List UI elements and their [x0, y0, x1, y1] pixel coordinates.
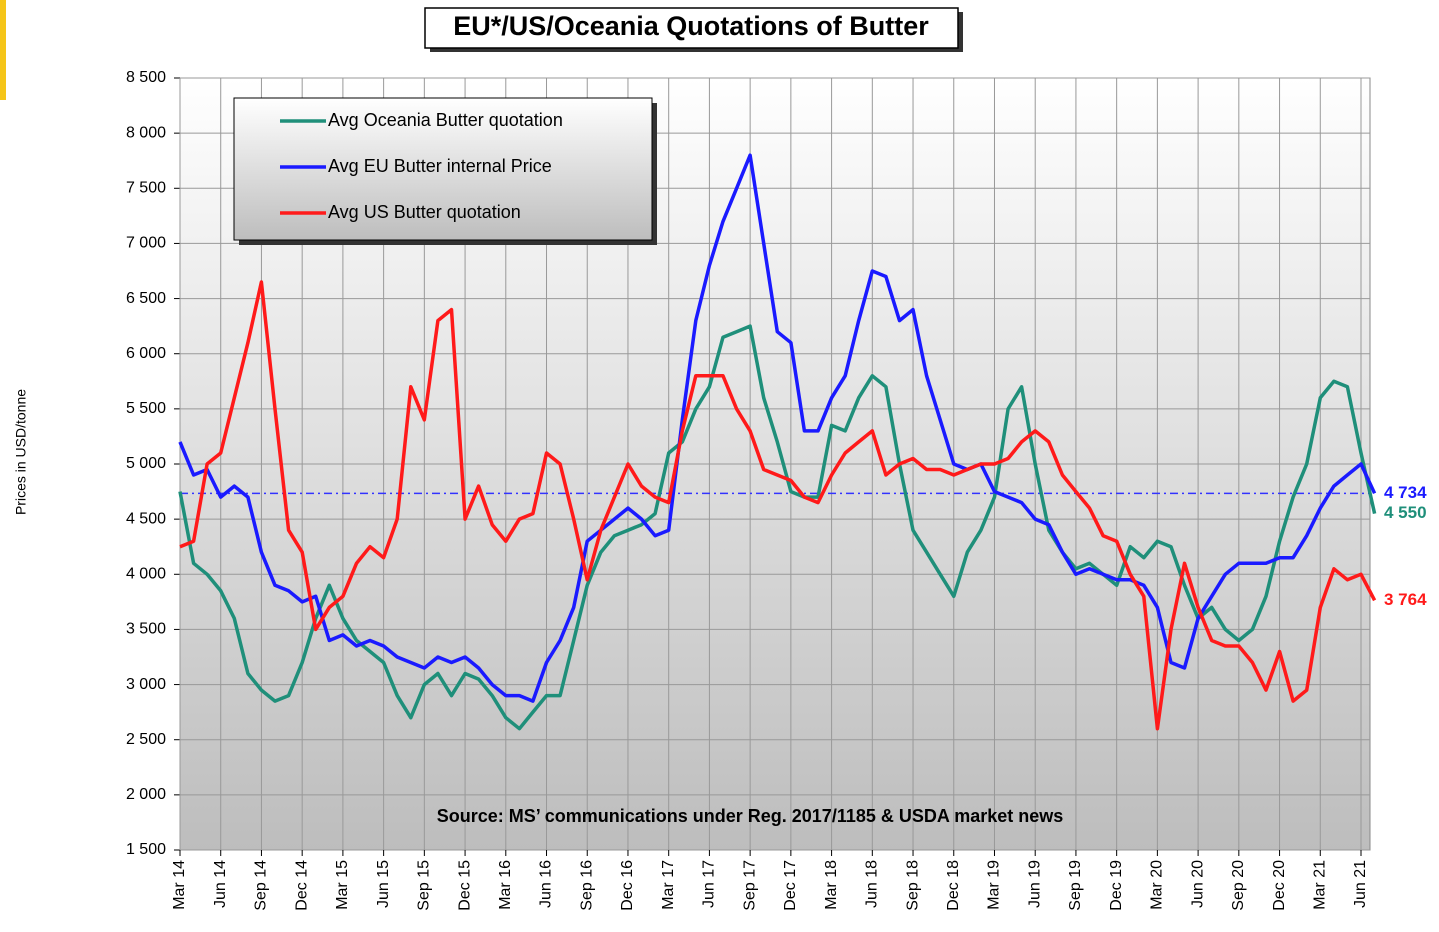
- x-tick-label: Dec 20: [1271, 860, 1288, 911]
- y-tick-label: 7 500: [126, 180, 166, 197]
- x-tick-label: Sep 18: [904, 860, 921, 911]
- x-tick-label: Sep 20: [1230, 860, 1247, 911]
- x-tick-label: Dec 18: [945, 860, 962, 911]
- x-tick-label: Jun 20: [1189, 860, 1206, 908]
- x-tick-label: Mar 14: [171, 860, 188, 910]
- y-tick-label: 6 000: [126, 345, 166, 362]
- y-axis-label: Prices in USD/tonne: [13, 389, 29, 515]
- x-tick-label: Dec 17: [782, 860, 799, 911]
- x-tick-label: Mar 16: [497, 860, 514, 910]
- x-tick-label: Mar 15: [334, 860, 351, 910]
- legend-label: Avg US Butter quotation: [328, 202, 521, 222]
- y-tick-label: 2 500: [126, 731, 166, 748]
- x-tick-label: Jun 14: [212, 860, 229, 908]
- source-note: Source: MS’ communications under Reg. 20…: [437, 806, 1064, 826]
- y-tick-label: 3 500: [126, 621, 166, 638]
- y-tick-label: 6 500: [126, 290, 166, 307]
- x-tick-label: Jun 16: [538, 860, 555, 908]
- x-tick-label: Sep 19: [1067, 860, 1084, 911]
- x-tick-label: Jun 17: [701, 860, 718, 908]
- title-box: [424, 7, 959, 49]
- x-tick-label: Sep 17: [741, 860, 758, 911]
- series-line: [178, 153, 1377, 703]
- x-tick-label: Dec 19: [1108, 860, 1125, 911]
- edge-accent: [0, 0, 6, 100]
- y-tick-label: 2 000: [126, 786, 166, 803]
- x-tick-label: Dec 16: [619, 860, 636, 911]
- y-tick-label: 5 500: [126, 400, 166, 417]
- series-line: [178, 324, 1377, 731]
- y-tick-label: 7 000: [126, 235, 166, 252]
- x-tick-label: Sep 14: [253, 860, 270, 911]
- x-tick-label: Sep 15: [416, 860, 433, 911]
- y-tick-label: 8 000: [126, 124, 166, 141]
- y-tick-label: 1 500: [126, 841, 166, 858]
- x-tick-label: Dec 14: [293, 860, 310, 911]
- y-tick-label: 3 000: [126, 676, 166, 693]
- x-tick-label: Mar 20: [1149, 860, 1166, 910]
- chart-title: EU*/US/Oceania Quotations of Butter: [453, 11, 929, 41]
- value-label: 4 734: [1384, 483, 1427, 502]
- series-line: [179, 280, 1377, 731]
- x-tick-label: Jun 15: [375, 860, 392, 908]
- x-tick-label: Jun 21: [1352, 860, 1369, 908]
- x-tick-label: Mar 21: [1311, 860, 1328, 910]
- x-tick-label: Mar 19: [986, 860, 1003, 910]
- y-tick-label: 4 000: [126, 566, 166, 583]
- x-tick-label: Jun 18: [864, 860, 881, 908]
- legend-label: Avg Oceania Butter quotation: [328, 110, 563, 130]
- x-tick-label: Dec 15: [456, 860, 473, 911]
- x-tick-label: Mar 18: [823, 860, 840, 910]
- legend-label: Avg EU Butter internal Price: [328, 156, 552, 176]
- x-tick-label: Jun 19: [1026, 860, 1043, 908]
- x-tick-label: Sep 16: [578, 860, 595, 911]
- value-label: 4 550: [1384, 503, 1427, 522]
- y-tick-label: 5 000: [126, 455, 166, 472]
- y-tick-label: 4 500: [126, 510, 166, 527]
- y-tick-label: 8 500: [126, 69, 166, 86]
- x-tick-label: Mar 17: [660, 860, 677, 910]
- value-label: 3 764: [1384, 590, 1427, 609]
